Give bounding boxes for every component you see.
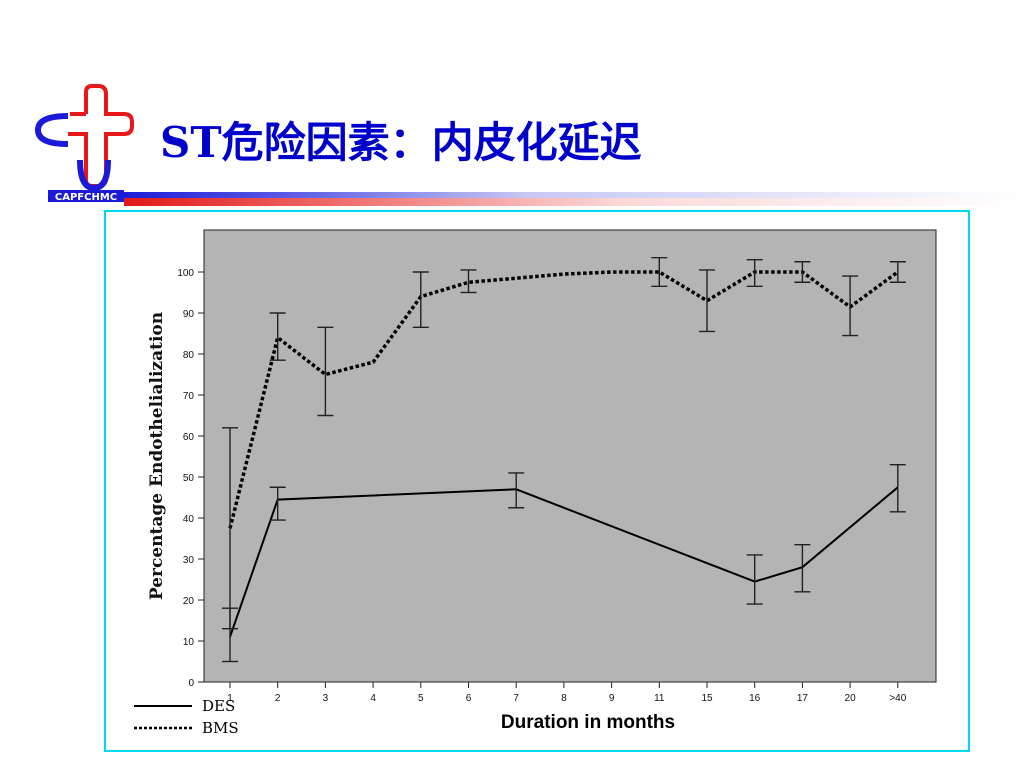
x-tick-label: 15 [701, 693, 713, 704]
y-tick-label: 10 [183, 637, 195, 648]
chart-frame: 0 10 20 30 40 50 60 70 80 90 100 1 2 3 4 5 6 7 8 9 11 15 16 17… [104, 210, 970, 752]
x-axis: 1 2 3 4 5 6 7 8 9 11 15 16 17 20 >40 [227, 682, 907, 704]
x-tick-label: 8 [561, 693, 567, 704]
capfchmc-logo: CAPFCHMC [34, 84, 142, 206]
x-tick-label: 9 [609, 693, 615, 704]
y-tick-label: 20 [183, 596, 195, 607]
legend-bms-label: BMS [202, 719, 239, 737]
x-tick-label: 17 [797, 693, 809, 704]
x-tick-label: 3 [323, 693, 329, 704]
y-tick-label: 40 [183, 514, 195, 525]
plot-area [203, 229, 937, 683]
title-underline-red [124, 198, 1024, 206]
x-tick-label: 7 [513, 693, 519, 704]
series-line-des [229, 486, 899, 638]
x-tick-label: 6 [466, 693, 472, 704]
logo-text: CAPFCHMC [55, 192, 117, 203]
y-axis: 0 10 20 30 40 50 60 70 80 90 100 [177, 268, 204, 689]
series-layer [222, 256, 906, 663]
x-tick-label: 16 [749, 693, 761, 704]
slide-title: ST危险因素：内皮化延迟 [160, 118, 642, 167]
x-tick-label: 2 [275, 693, 281, 704]
y-tick-label: 60 [183, 432, 195, 443]
y-tick-label: 70 [183, 391, 195, 402]
x-axis-label: Duration in months [501, 712, 675, 733]
x-tick-label: 20 [845, 693, 857, 704]
y-tick-label: 90 [183, 309, 195, 320]
y-tick-label: 30 [183, 555, 195, 566]
y-tick-label: 0 [188, 678, 194, 689]
x-tick-label: >40 [889, 693, 906, 704]
y-tick-label: 50 [183, 473, 195, 484]
cross-logo-icon: CAPFCHMC [34, 84, 134, 203]
y-axis-label: Percentage Endothelialization [147, 312, 167, 600]
endothelialization-chart: 0 10 20 30 40 50 60 70 80 90 100 1 2 3 4 5 6 7 8 9 11 15 16 17… [134, 229, 937, 737]
x-tick-label: 5 [418, 693, 424, 704]
x-tick-label: 11 [654, 693, 665, 704]
x-tick-label: 4 [370, 693, 376, 704]
legend: DES BMS [134, 697, 239, 737]
y-tick-label: 100 [177, 268, 194, 279]
x-tick-label: 1 [227, 693, 233, 704]
y-tick-label: 80 [183, 350, 195, 361]
series-line-bms [228, 270, 899, 529]
legend-des-label: DES [202, 697, 235, 715]
